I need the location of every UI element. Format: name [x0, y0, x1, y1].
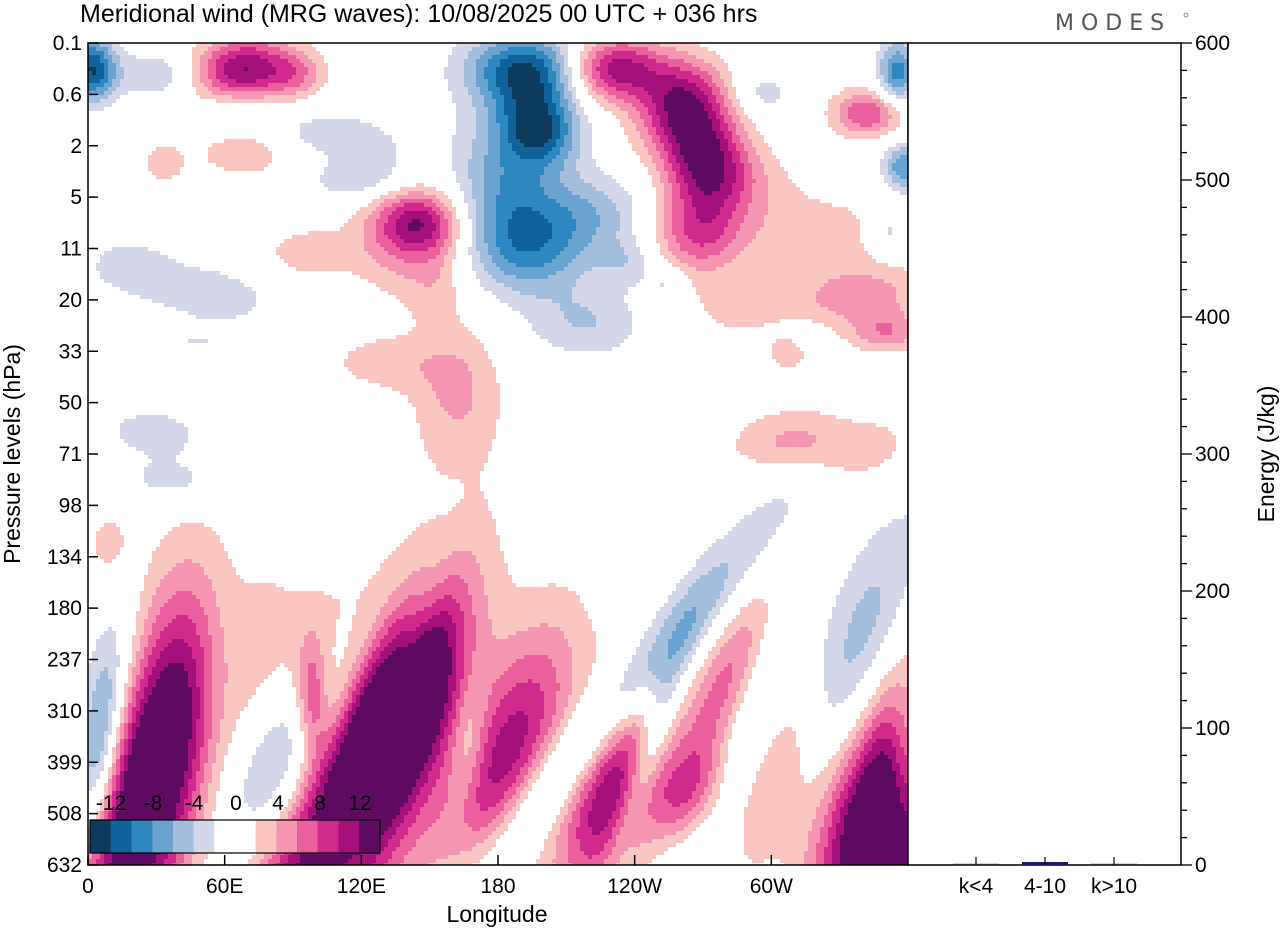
colorbar-swatch [359, 820, 380, 853]
x-tick-label: 0 [82, 875, 94, 898]
energy-tick-label: 400 [1195, 306, 1230, 329]
energy-tick-label: 0 [1195, 854, 1207, 877]
colorbar-swatch [110, 820, 132, 853]
x-tick-label: 60E [206, 875, 243, 898]
x-axis-title: Longitude [446, 901, 547, 927]
y-tick-label: 50 [59, 392, 82, 415]
energy-axis-title: Energy (J/kg) [1253, 386, 1279, 523]
y-tick-label: 98 [59, 494, 82, 517]
energy-category-label: k<4 [959, 875, 994, 898]
colorbar-labels: -12 -8 -4 0 4 8 12 [96, 792, 372, 815]
colorbar-frame [89, 819, 381, 854]
colorbar-label: 0 [230, 792, 242, 815]
energy-tick-label: 100 [1195, 717, 1230, 740]
chart-title: Meridional wind (MRG waves): 10/08/2025 … [80, 0, 757, 28]
colorbar-swatch [235, 820, 256, 853]
x-tick-label: 120W [607, 875, 662, 898]
y-tick-label: 2 [70, 135, 82, 158]
colorbar-swatch [214, 820, 235, 853]
energy-category-label: k>10 [1091, 875, 1137, 898]
colorbar-label: -12 [96, 792, 126, 815]
energy-tick-label: 500 [1195, 169, 1230, 192]
colorbar-swatch [90, 820, 111, 853]
energy-tick-label: 200 [1195, 580, 1230, 603]
energy-x-axis: k<4 4-10 k>10 [959, 857, 1137, 898]
y-tick-label: 310 [47, 700, 82, 723]
colorbar-swatch [193, 820, 215, 853]
y-tick-label: 237 [47, 649, 82, 672]
y-tick-label: 71 [59, 443, 82, 466]
y-tick-label: 508 [47, 803, 82, 826]
y-axis-title: Pressure levels (hPa) [0, 344, 25, 564]
y-tick-label: 180 [47, 597, 82, 620]
x-tick-label: 180 [480, 875, 515, 898]
colorbar-swatch [172, 820, 194, 853]
energy-panel [907, 42, 1182, 866]
energy-tick-label: 300 [1195, 443, 1230, 466]
brand-logo: MODES [1055, 11, 1171, 36]
energy-tick-label: 600 [1195, 32, 1230, 55]
colorbar-swatch [338, 820, 360, 853]
y-tick-label: 20 [59, 289, 82, 312]
energy-y-axis: 0 100 200 300 400 500 600 [1181, 32, 1230, 877]
heatmap-contours [88, 43, 908, 865]
colorbar-swatch [317, 820, 339, 853]
y-tick-label: 33 [59, 340, 82, 363]
x-axis: 0 60E 120E 180 120W 60W [82, 855, 793, 898]
x-tick-label: 60W [750, 875, 793, 898]
colorbar-swatch [255, 820, 277, 853]
y-tick-label: 399 [47, 751, 82, 774]
colorbar-swatch [152, 820, 173, 853]
colorbar-swatch [131, 820, 153, 853]
y-axis-left: 0.1 0.6 2 5 11 20 33 50 71 98 134 180 237 310 399 508 63… [47, 32, 98, 877]
colorbar-swatch [297, 820, 318, 853]
x-tick-label: 120E [337, 875, 386, 898]
colorbar-label: 12 [348, 792, 371, 815]
y-tick-label: 134 [47, 546, 82, 569]
colorbar [89, 819, 381, 854]
colorbar-label: 8 [314, 792, 326, 815]
y-tick-label: 632 [47, 854, 82, 877]
y-tick-label: 11 [60, 238, 82, 261]
colorbar-label: -4 [185, 792, 204, 815]
y-tick-label: 0.1 [53, 32, 82, 55]
colorbar-label: 4 [272, 792, 284, 815]
trademark-icon [1183, 12, 1189, 18]
colorbar-swatch [276, 820, 298, 853]
y-tick-label: 5 [70, 186, 82, 209]
colorbar-label: -8 [144, 792, 163, 815]
y-tick-label: 0.6 [53, 83, 82, 106]
energy-category-label: 4-10 [1024, 875, 1066, 898]
